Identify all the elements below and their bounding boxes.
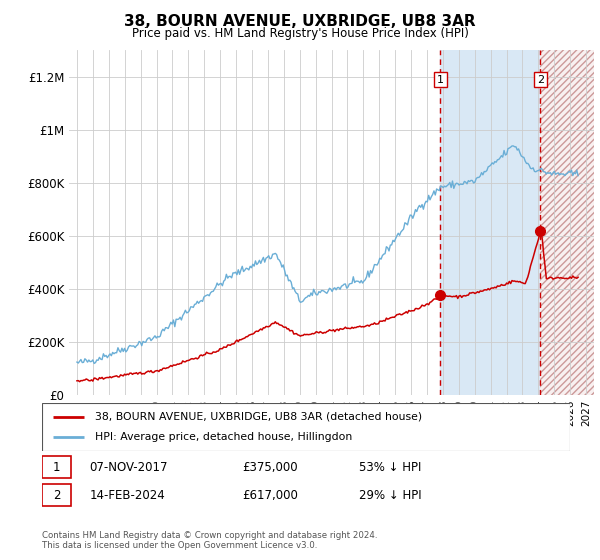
FancyBboxPatch shape [42, 484, 71, 506]
Text: 38, BOURN AVENUE, UXBRIDGE, UB8 3AR: 38, BOURN AVENUE, UXBRIDGE, UB8 3AR [124, 14, 476, 29]
Text: 1: 1 [437, 74, 444, 85]
Text: 14-FEB-2024: 14-FEB-2024 [89, 488, 165, 502]
Text: 38, BOURN AVENUE, UXBRIDGE, UB8 3AR (detached house): 38, BOURN AVENUE, UXBRIDGE, UB8 3AR (det… [95, 412, 422, 422]
Text: 1: 1 [53, 460, 60, 474]
Text: 2: 2 [536, 74, 544, 85]
Text: Price paid vs. HM Land Registry's House Price Index (HPI): Price paid vs. HM Land Registry's House … [131, 27, 469, 40]
Text: 53% ↓ HPI: 53% ↓ HPI [359, 460, 421, 474]
Text: 29% ↓ HPI: 29% ↓ HPI [359, 488, 421, 502]
Text: £375,000: £375,000 [242, 460, 298, 474]
Text: Contains HM Land Registry data © Crown copyright and database right 2024.
This d: Contains HM Land Registry data © Crown c… [42, 531, 377, 550]
Text: 2: 2 [53, 488, 60, 502]
Bar [440, 50, 540, 395]
Text: HPI: Average price, detached house, Hillingdon: HPI: Average price, detached house, Hill… [95, 432, 352, 442]
Text: £617,000: £617,000 [242, 488, 299, 502]
Text: 07-NOV-2017: 07-NOV-2017 [89, 460, 168, 474]
Bar [540, 50, 600, 395]
FancyBboxPatch shape [42, 403, 570, 451]
FancyBboxPatch shape [42, 456, 71, 478]
